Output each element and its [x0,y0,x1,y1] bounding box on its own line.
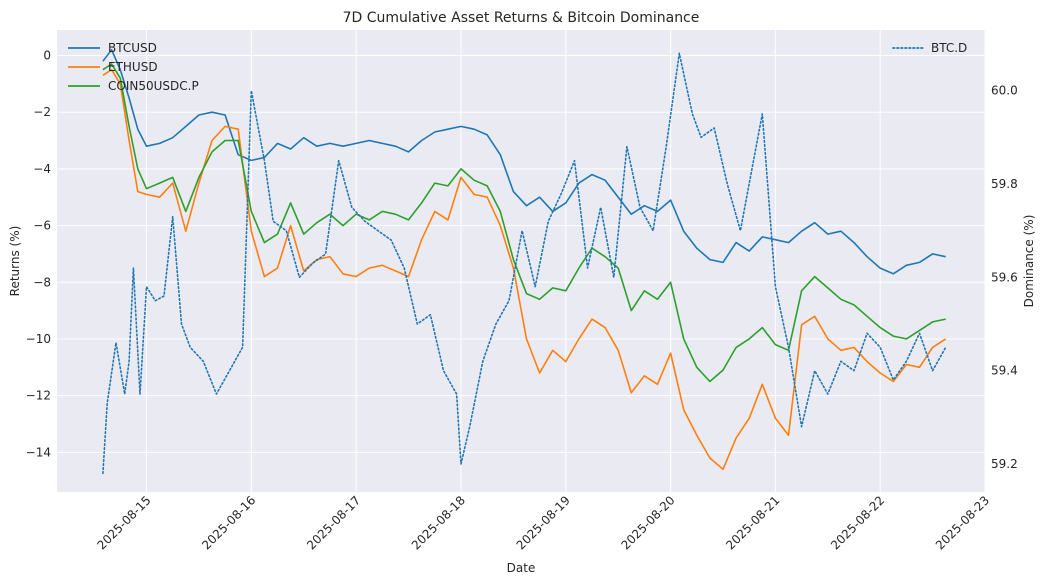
y-tick-label: −10 [26,332,51,346]
x-tick-label: 2025-08-19 [514,493,573,552]
legend-label: BTC.D [931,41,967,55]
y-tick-label: −12 [26,389,51,403]
x-tick-label: 2025-08-15 [94,493,153,552]
legend-label: ETHUSD [108,60,158,74]
plot-background [57,30,985,492]
x-tick-label: 2025-08-23 [933,493,992,552]
legend-label: BTCUSD [108,41,157,55]
x-tick-label: 2025-08-16 [199,493,258,552]
chart-title: 7D Cumulative Asset Returns & Bitcoin Do… [343,10,700,26]
y-axis-label-right: Dominance (%) [1022,215,1036,308]
y-tick-label: 0 [43,49,51,63]
y-tick-label-right: 59.8 [991,177,1018,191]
y-axis-label: Returns (%) [8,226,22,297]
legend-right: BTC.D [892,41,967,55]
y-tick-label-right: 59.4 [991,364,1018,378]
y-tick-label: −14 [26,445,51,459]
legend-left: BTCUSD ETHUSD COIN50USDC.P [68,41,199,93]
series-line-btc-d [102,52,947,475]
x-tick-label: 2025-08-20 [618,493,677,552]
y-tick-label-right: 59.6 [991,270,1018,284]
grid-lines [57,30,986,492]
series-line-btcusd [102,48,946,275]
x-axis-label: Date [507,561,536,575]
series-line-coin50usdc-p [102,63,946,383]
y-tick-label: −2 [33,105,51,119]
y-tick-label: −8 [33,275,51,289]
x-axis: 2025-08-15 2025-08-16 2025-08-17 2025-08-18… [94,493,992,552]
y-tick-label: −6 [33,219,51,233]
right-y-axis: 59.2 59.4 59.6 59.8 60.0 [991,84,1018,471]
left-y-axis: 0 −2 −4 −6 −8 −10 −12 −14 [26,49,51,460]
x-tick-label: 2025-08-21 [723,493,782,552]
legend-label: COIN50USDC.P [108,79,199,93]
series-line-ethusd [102,68,947,471]
y-tick-label: −4 [33,162,51,176]
y-tick-label-right: 60.0 [991,84,1018,98]
y-tick-label-right: 59.2 [991,457,1018,471]
series-lines [102,48,947,475]
x-tick-label: 2025-08-17 [304,493,363,552]
x-tick-label: 2025-08-18 [409,493,468,552]
x-tick-label: 2025-08-22 [828,493,887,552]
